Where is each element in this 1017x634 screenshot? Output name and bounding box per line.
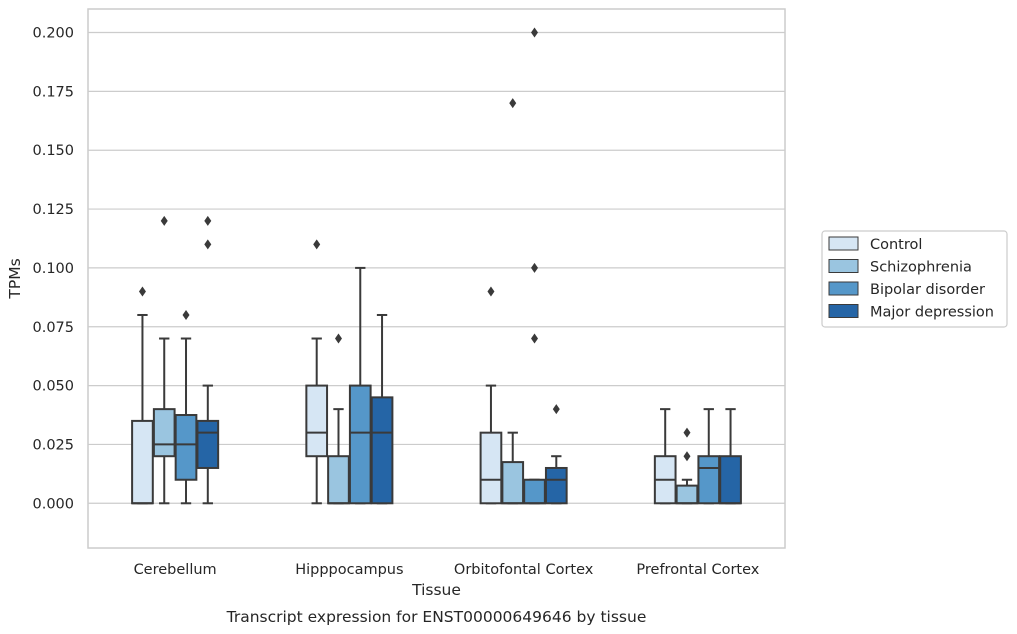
- box-body: [348, 384, 372, 505]
- legend-swatch: [828, 236, 859, 251]
- outlier-marker: [531, 262, 539, 273]
- legend: Control Schizophrenia Bipolar disorder Majo…: [821, 230, 1008, 328]
- box-body: [174, 414, 198, 481]
- y-tick-label: 0.050: [32, 379, 74, 395]
- legend-swatch: [828, 281, 859, 296]
- box-bipolar-disorder: [697, 408, 721, 505]
- y-tick-label: 0.175: [32, 84, 74, 100]
- outlier-marker: [531, 333, 539, 344]
- legend-label: Schizophrenia: [870, 260, 972, 276]
- box-control: [131, 286, 154, 505]
- box-major-depression: [544, 404, 568, 505]
- legend-label: Major depression: [870, 305, 994, 321]
- legend-swatch: [828, 304, 859, 318]
- outlier-marker: [204, 215, 212, 226]
- box-body: [131, 419, 154, 505]
- x-tick-label: Prefrontal Cortex: [636, 562, 759, 578]
- outlier-marker: [683, 451, 691, 462]
- box-bipolar-disorder: [523, 27, 546, 505]
- box-major-depression: [719, 408, 742, 505]
- box-body: [675, 484, 699, 505]
- box-body: [719, 455, 742, 505]
- chart-caption: Transcript expression for ENST0000064964…: [226, 608, 647, 626]
- box-schizophrenia: [501, 98, 525, 505]
- outlier-marker: [487, 286, 495, 297]
- box-body: [327, 455, 350, 505]
- box-control: [653, 408, 677, 505]
- box-schizophrenia: [675, 427, 699, 505]
- legend-frame: [821, 230, 1008, 328]
- legend-label: Bipolar disorder: [870, 282, 985, 298]
- outlier-marker: [182, 309, 190, 320]
- y-tick-label: 0.000: [32, 496, 74, 512]
- box-major-depression: [196, 215, 220, 505]
- box-control: [479, 286, 503, 505]
- x-tick-label: Hipppocampus: [295, 562, 403, 578]
- box-bipolar-disorder: [348, 266, 372, 505]
- y-tick-label: 0.075: [32, 320, 74, 336]
- box-schizophrenia: [327, 333, 350, 505]
- box-body: [501, 461, 525, 505]
- outlier-marker: [138, 286, 146, 297]
- outlier-marker: [204, 239, 212, 250]
- box-body: [305, 384, 329, 458]
- box-body: [196, 419, 220, 469]
- box-body: [697, 455, 721, 505]
- legend-label: Control: [870, 237, 922, 253]
- outlier-marker: [509, 98, 517, 109]
- outlier-marker: [160, 215, 168, 226]
- plot-frame: [87, 8, 786, 549]
- box-body: [152, 408, 176, 458]
- box-schizophrenia: [152, 215, 176, 505]
- y-tick-label: 0.150: [32, 143, 74, 159]
- boxes-layer: [131, 27, 742, 505]
- outlier-marker: [683, 427, 691, 438]
- x-tick-label: Orbitofontal Cortex: [454, 562, 594, 578]
- legend-items: Control Schizophrenia Bipolar disorder Majo…: [828, 236, 994, 321]
- y-tick-label: 0.200: [32, 26, 74, 42]
- outlier-marker: [334, 333, 342, 344]
- outlier-marker: [552, 404, 560, 415]
- box-major-depression: [370, 313, 394, 505]
- box-body: [544, 466, 568, 505]
- x-tick-labels: Cerebellum Hipppocampus Orbitofontal Corte…: [134, 562, 760, 578]
- y-tick-labels: 0.000 0.025 0.050 0.075 0.100 0.125 0.150 0.175…: [32, 26, 74, 513]
- legend-swatch: [828, 259, 859, 273]
- box-body: [479, 431, 503, 505]
- x-tick-label: Cerebellum: [134, 562, 217, 578]
- box-body: [370, 396, 394, 505]
- x-axis-label: Tissue: [411, 581, 461, 599]
- box-control: [305, 239, 329, 505]
- y-tick-label: 0.100: [32, 261, 74, 277]
- y-tick-label: 0.125: [32, 202, 74, 218]
- outlier-marker: [313, 239, 321, 250]
- box-body: [523, 478, 546, 505]
- y-tick-label: 0.025: [32, 437, 74, 453]
- y-axis-label: TPMs: [6, 258, 24, 299]
- outlier-marker: [531, 27, 539, 38]
- box-bipolar-disorder: [174, 309, 198, 505]
